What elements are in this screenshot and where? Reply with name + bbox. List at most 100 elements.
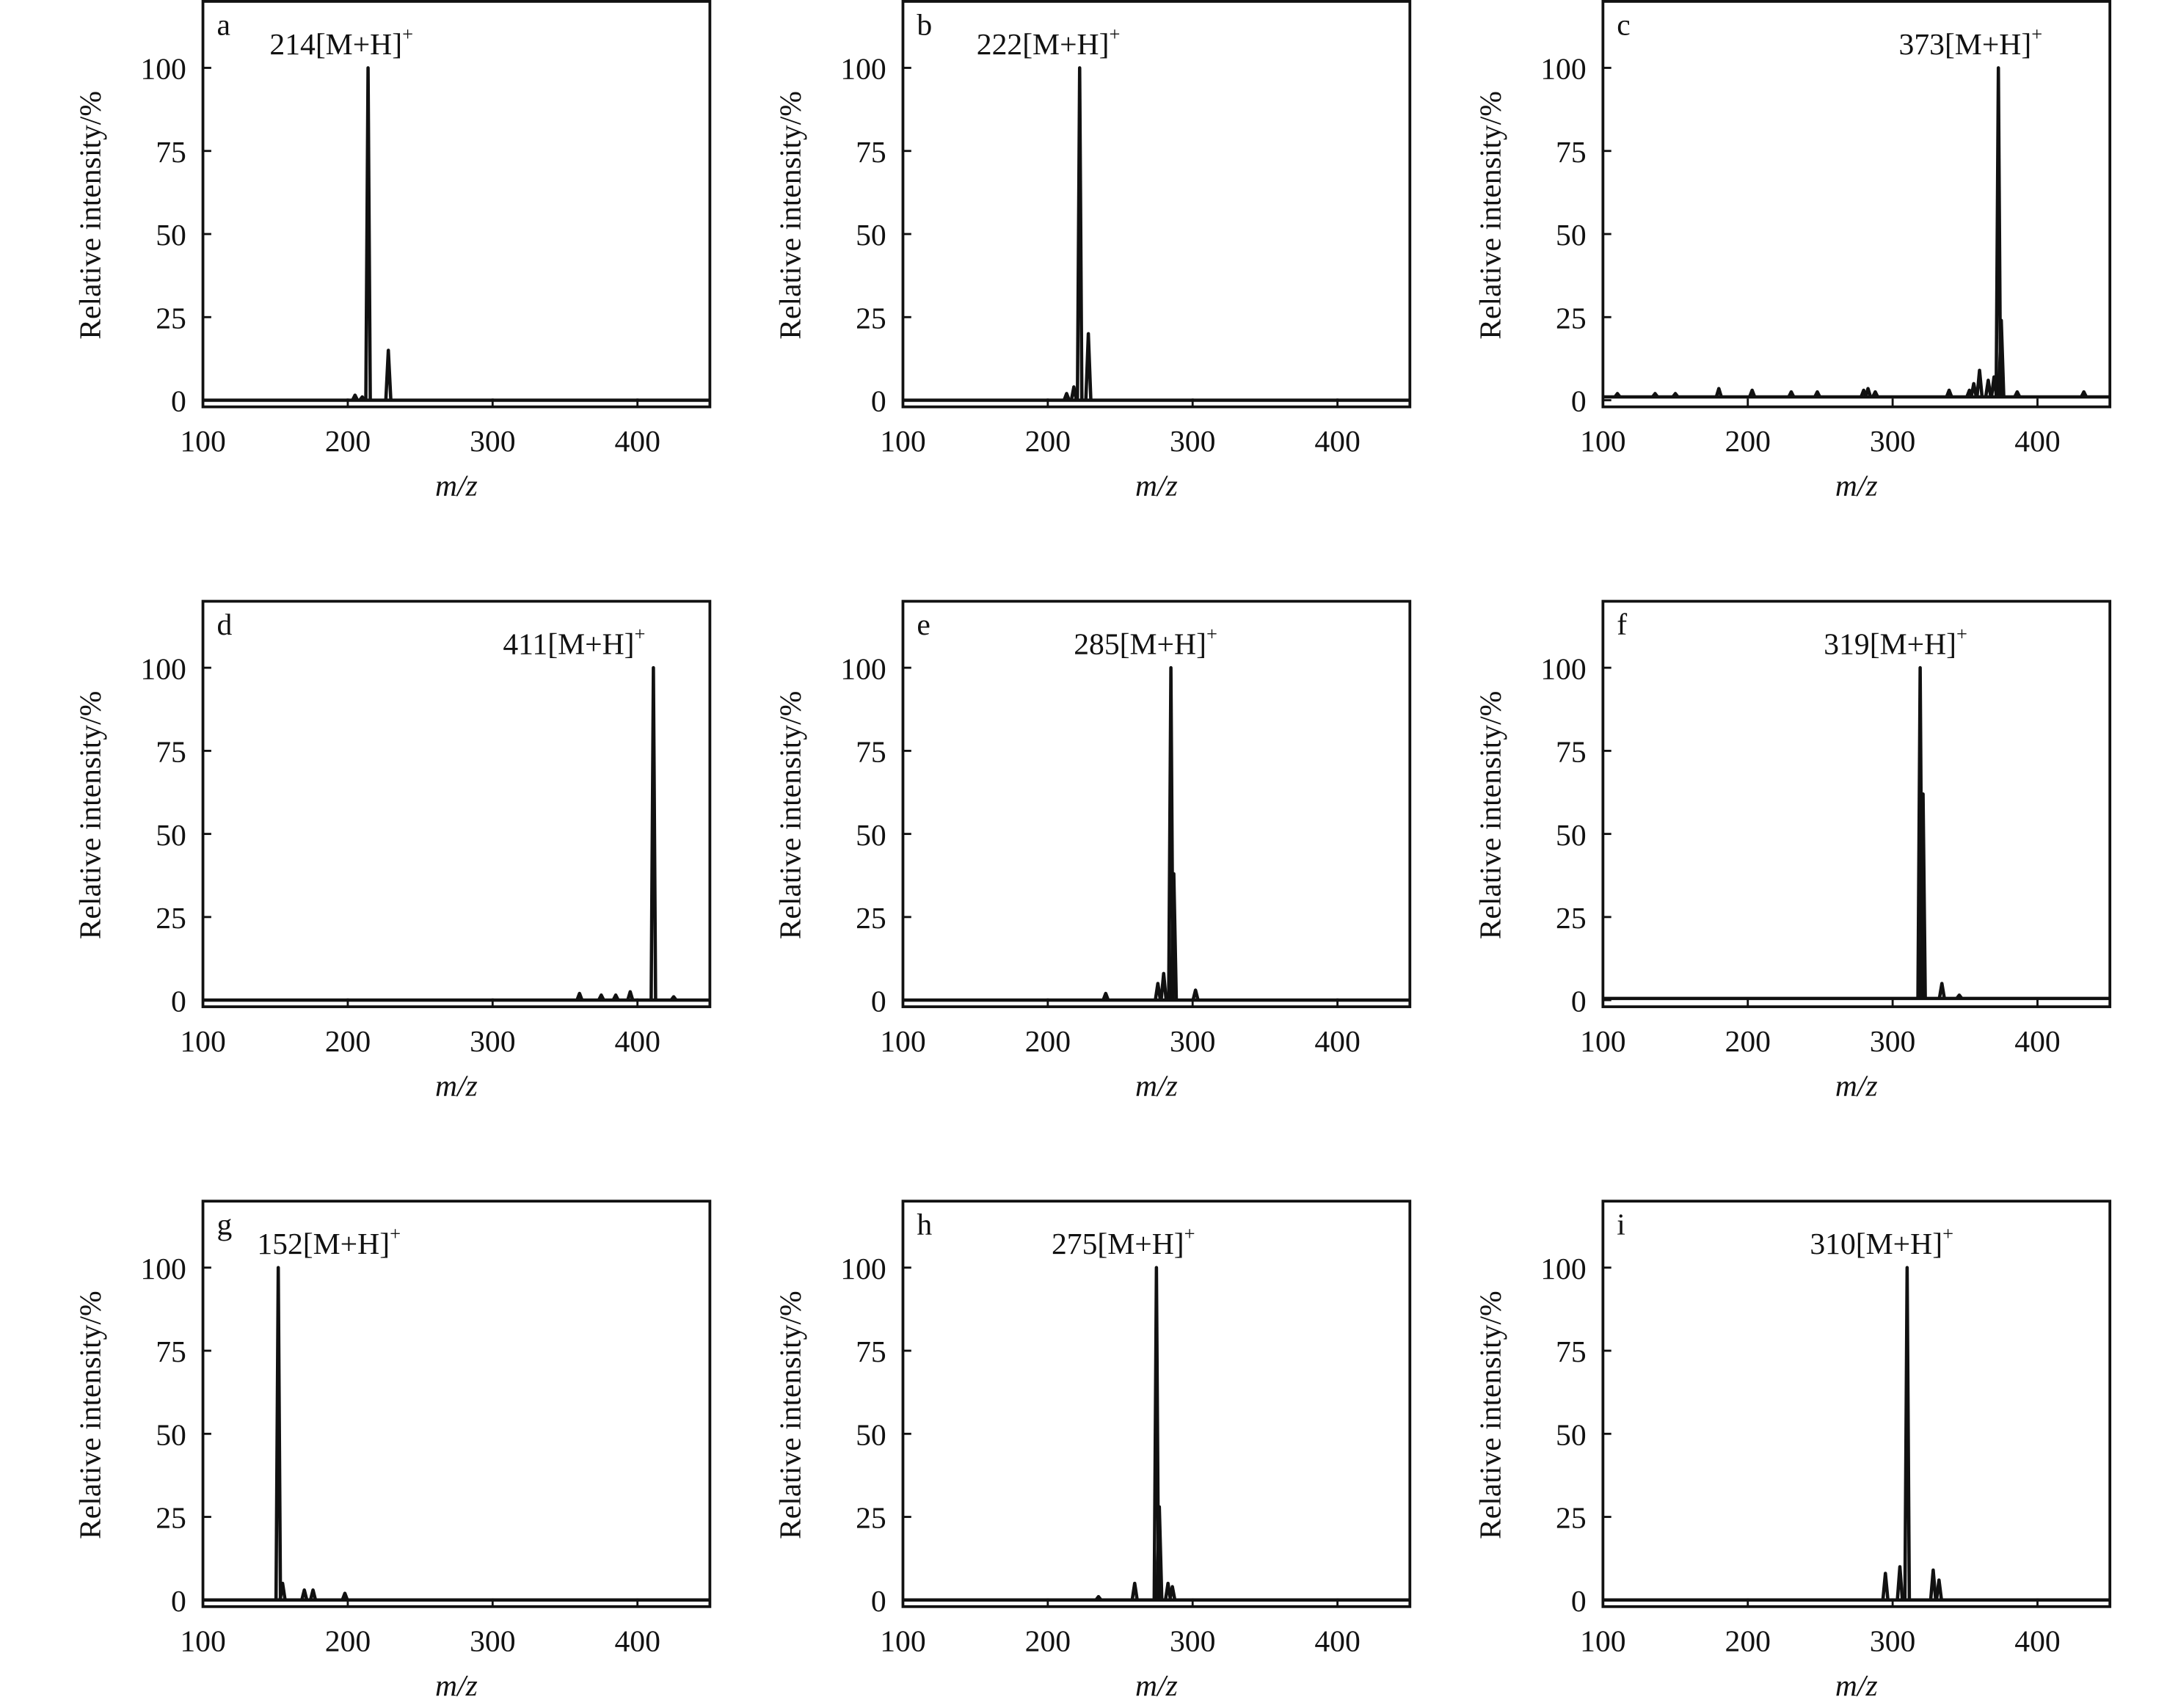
peak-annotation: 152[M+H]+ xyxy=(257,1222,401,1261)
spectrum-peak xyxy=(1984,379,1993,398)
y-tick-label: 75 xyxy=(1556,136,1587,169)
y-tick-label: 0 xyxy=(871,385,886,419)
peak-annotation: 373[M+H]+ xyxy=(1899,23,2043,62)
spectrum-peak xyxy=(626,990,635,1001)
y-tick-label: 75 xyxy=(856,136,886,169)
spectrum-peak xyxy=(2080,390,2088,398)
spectrum-peak xyxy=(1094,1594,1103,1602)
spectrum-peak xyxy=(1975,368,1984,398)
spectrum-peak xyxy=(1937,982,1946,999)
spectrum-peak xyxy=(1191,988,1200,1001)
spectrum-peak xyxy=(1994,66,2003,397)
panel-letter: f xyxy=(1617,608,1627,642)
spectrum-peak xyxy=(1159,971,1168,1001)
spectrum-peak xyxy=(1169,872,1179,1001)
panel-letter: b xyxy=(917,8,932,42)
panel-letter: i xyxy=(1617,1208,1625,1242)
x-tick-label: 300 xyxy=(470,1624,515,1658)
annotation-text: 373[M+H] xyxy=(1899,28,2032,62)
y-tick-label: 0 xyxy=(1571,985,1587,1018)
x-tick-label: 400 xyxy=(2014,1624,2060,1658)
y-tick-label: 25 xyxy=(1556,902,1587,935)
x-tick-label: 200 xyxy=(1725,1025,1771,1059)
spectrum-peak xyxy=(340,1591,349,1601)
y-tick-label: 100 xyxy=(140,53,186,87)
y-axis-label: Relative intensity/% xyxy=(773,1291,807,1539)
y-tick-label: 0 xyxy=(171,985,186,1018)
spectrum-peak xyxy=(1075,66,1084,401)
spectrum-peak xyxy=(1168,1585,1177,1601)
spectrum-peak xyxy=(1813,390,1821,398)
x-tick-label: 300 xyxy=(1170,1025,1215,1059)
x-tick-label: 200 xyxy=(325,425,371,459)
y-tick-label: 100 xyxy=(140,1252,186,1286)
y-tick-label: 25 xyxy=(156,902,186,935)
y-tick-label: 50 xyxy=(156,219,186,252)
x-tick-label: 200 xyxy=(1025,1624,1071,1658)
y-tick-label: 75 xyxy=(156,1335,186,1369)
spectrum-peak xyxy=(278,1581,287,1601)
y-tick-label: 100 xyxy=(1540,1252,1586,1286)
x-axis-label: m/z xyxy=(1835,1669,1878,1703)
y-tick-label: 50 xyxy=(856,219,886,252)
panel-h: 100 200 300 400 0 25 50 75 100 m/z Relative intens… xyxy=(773,1200,1412,1703)
y-tick-label: 75 xyxy=(156,736,186,770)
spectrum-peak xyxy=(308,1588,318,1601)
y-tick-label: 75 xyxy=(856,736,886,770)
x-tick-label: 400 xyxy=(1314,425,1360,459)
x-tick-label: 300 xyxy=(1870,1624,1915,1658)
x-axis-label: m/z xyxy=(1135,1069,1178,1103)
panel-letter: g xyxy=(216,1208,232,1242)
y-tick-label: 50 xyxy=(1556,819,1587,853)
x-tick-label: 100 xyxy=(880,425,925,459)
spectrum-peak xyxy=(1714,387,1723,398)
spectrum-peak xyxy=(2013,390,2022,398)
annotation-superscript: + xyxy=(402,23,413,45)
spectrum-peak xyxy=(364,66,372,401)
x-tick-label: 100 xyxy=(880,1025,925,1059)
annotation-text: 285[M+H] xyxy=(1074,627,1206,661)
spectrum-peak xyxy=(1997,318,2006,398)
spectrum-peak xyxy=(1863,387,1873,398)
y-axis-label: Relative intensity/% xyxy=(773,691,807,940)
y-axis-label: Relative intensity/% xyxy=(73,691,107,940)
y-tick-label: 100 xyxy=(840,53,886,87)
spectrum-peak xyxy=(1945,388,1953,398)
y-axis-label: Relative intensity/% xyxy=(1474,691,1507,940)
panel-letter: h xyxy=(917,1208,932,1242)
x-tick-label: 400 xyxy=(2014,1025,2060,1059)
x-tick-label: 100 xyxy=(880,1624,925,1658)
spectrum-peak xyxy=(1155,1505,1164,1600)
panel-i: 100 200 300 400 0 25 50 75 100 m/z Relative intens… xyxy=(1474,1200,2112,1703)
peak-annotation: 411[M+H]+ xyxy=(503,623,645,662)
annotation-superscript: + xyxy=(1206,623,1217,645)
y-tick-label: 25 xyxy=(856,1502,886,1536)
y-tick-label: 50 xyxy=(856,819,886,853)
x-tick-label: 400 xyxy=(1314,1624,1360,1658)
annotation-superscript: + xyxy=(2031,23,2042,45)
y-tick-label: 50 xyxy=(856,1418,886,1452)
x-axis-label: m/z xyxy=(435,470,478,503)
plot-frame xyxy=(901,0,1412,409)
y-tick-label: 75 xyxy=(1556,1335,1587,1369)
y-tick-label: 50 xyxy=(1556,1418,1587,1452)
panel-f: 100 200 300 400 0 25 50 75 100 m/z Relative intens… xyxy=(1474,599,2112,1103)
y-tick-label: 100 xyxy=(840,1252,886,1286)
spectrum-peak xyxy=(1069,385,1078,401)
x-tick-label: 400 xyxy=(614,1624,660,1658)
spectrum-peak xyxy=(1919,792,1927,999)
y-axis-label: Relative intensity/% xyxy=(73,91,107,340)
panel-c: 100 200 300 400 0 25 50 75 100 m/z Relative intens… xyxy=(1474,0,2112,503)
spectrum-peak xyxy=(1934,1578,1943,1601)
x-tick-label: 200 xyxy=(1725,425,1771,459)
x-axis-label: m/z xyxy=(1135,470,1178,503)
annotation-superscript: + xyxy=(390,1222,401,1244)
spectrum-peak xyxy=(1062,392,1071,401)
peak-annotation: 275[M+H]+ xyxy=(1052,1222,1195,1261)
spectrum-peak xyxy=(1903,1266,1912,1600)
x-tick-label: 200 xyxy=(1025,425,1071,459)
y-axis-label: Relative intensity/% xyxy=(1474,1291,1507,1539)
y-tick-label: 25 xyxy=(1556,302,1587,335)
spectrum-peak xyxy=(384,348,393,401)
spectrum-peak xyxy=(1748,388,1757,398)
